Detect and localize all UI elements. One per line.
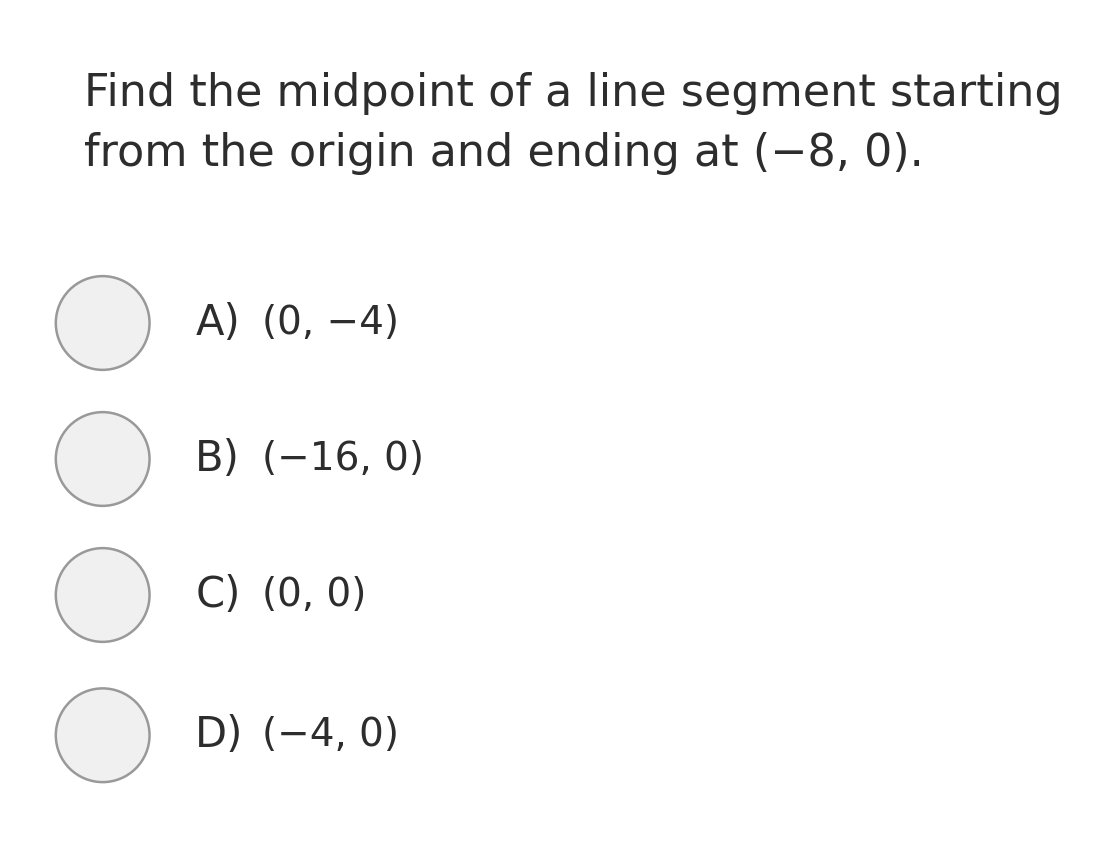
Text: C): C)	[195, 574, 241, 616]
Text: (0, 0): (0, 0)	[262, 576, 367, 614]
Text: B): B)	[195, 438, 240, 480]
Ellipse shape	[56, 412, 150, 506]
Text: D): D)	[195, 714, 243, 756]
Text: (−16, 0): (−16, 0)	[262, 440, 424, 478]
Text: from the origin and ending at (−8, 0).: from the origin and ending at (−8, 0).	[84, 132, 923, 175]
Ellipse shape	[56, 548, 150, 642]
Text: (0, −4): (0, −4)	[262, 304, 400, 342]
Text: (−4, 0): (−4, 0)	[262, 717, 400, 754]
Ellipse shape	[56, 688, 150, 782]
Ellipse shape	[56, 276, 150, 370]
Text: Find the midpoint of a line segment starting: Find the midpoint of a line segment star…	[84, 72, 1062, 116]
Text: A): A)	[195, 302, 240, 344]
